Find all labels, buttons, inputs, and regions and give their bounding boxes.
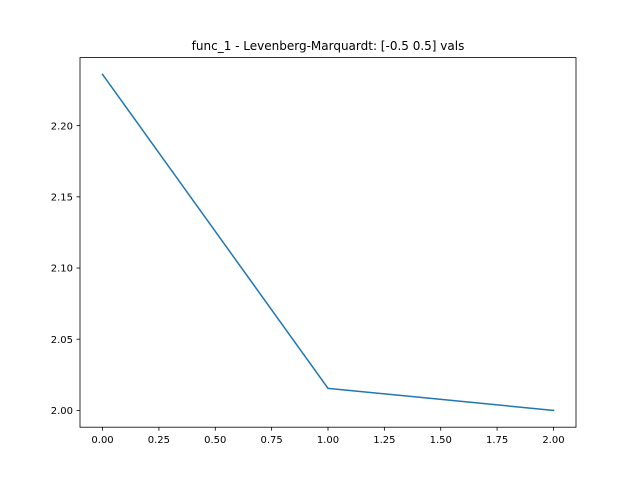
y-tick-label: 2.10 bbox=[51, 264, 73, 275]
x-tick-label: 1.25 bbox=[373, 435, 395, 446]
y-axis: 2.00 2.05 2.10 2.15 2.20 bbox=[51, 121, 80, 417]
x-tick-label: 2.00 bbox=[542, 435, 564, 446]
y-tick-label: 2.05 bbox=[51, 335, 73, 346]
data-point bbox=[101, 73, 104, 76]
chart-title: func_1 - Levenberg-Marquardt: [-0.5 0.5]… bbox=[192, 39, 465, 53]
x-axis: 0.00 0.25 0.50 0.75 1.00 1.25 1.50 1.75 2.00 bbox=[91, 427, 565, 446]
y-tick-label: 2.00 bbox=[51, 406, 73, 417]
y-tick-label: 2.15 bbox=[51, 192, 73, 203]
series-layer bbox=[101, 73, 555, 412]
x-tick-label: 1.00 bbox=[317, 435, 339, 446]
data-point bbox=[552, 409, 555, 412]
y-tick-label: 2.20 bbox=[51, 121, 73, 132]
x-tick-label: 0.50 bbox=[204, 435, 226, 446]
x-tick-label: 0.75 bbox=[261, 435, 283, 446]
x-tick-label: 1.50 bbox=[430, 435, 452, 446]
x-tick-label: 0.00 bbox=[91, 435, 113, 446]
data-point bbox=[327, 387, 329, 390]
x-tick-label: 1.75 bbox=[486, 435, 508, 446]
x-tick-label: 0.25 bbox=[148, 435, 170, 446]
